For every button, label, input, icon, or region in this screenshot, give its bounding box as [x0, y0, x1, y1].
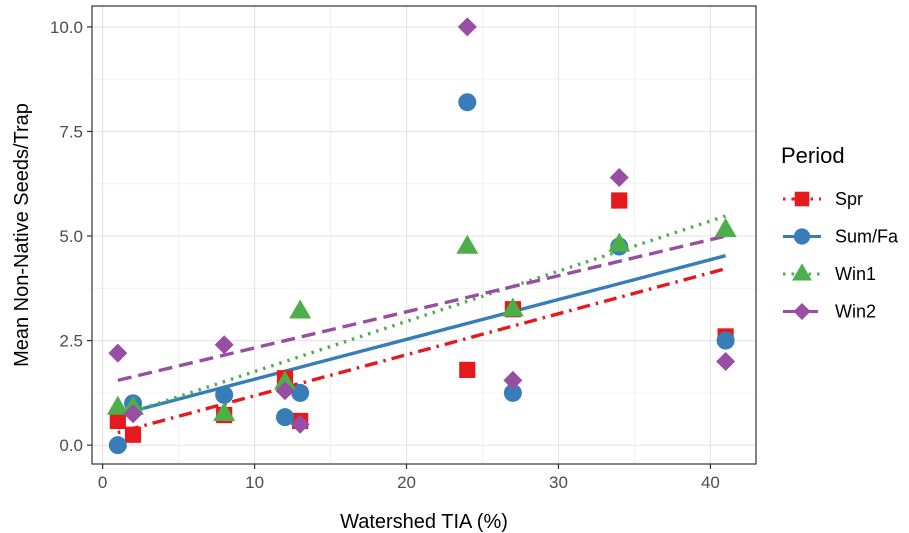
legend-marker-win1 — [792, 263, 812, 281]
point-spr — [124, 426, 142, 443]
point-win2 — [275, 381, 295, 401]
point-spr — [459, 361, 476, 378]
panel-border — [91, 5, 757, 465]
legend-label-win2: Win2 — [835, 302, 876, 322]
point-spr — [109, 412, 126, 430]
point-win2 — [457, 17, 477, 37]
legend-title: Period — [781, 143, 845, 168]
point-sum-fa — [275, 408, 294, 427]
point-sum-fa — [458, 93, 477, 112]
legend-marker-win2 — [793, 302, 811, 321]
point-win2 — [290, 414, 310, 434]
point-win2 — [609, 167, 629, 187]
x-tick-label: 20 — [397, 473, 416, 492]
point-win2 — [123, 404, 143, 424]
y-tick-label: 10.0 — [50, 18, 83, 37]
point-sum-fa — [215, 385, 234, 404]
point-win2 — [503, 370, 523, 390]
point-sum-fa — [716, 331, 735, 350]
x-tick-label: 0 — [98, 473, 107, 492]
point-win1 — [289, 299, 312, 319]
y-tick-label: 0.0 — [59, 436, 83, 455]
x-tick-label: 30 — [549, 473, 568, 492]
point-sum-fa — [108, 436, 127, 455]
point-sum-fa — [291, 383, 310, 402]
legend-marker-spr — [794, 191, 810, 207]
point-sum-fa — [503, 383, 522, 402]
data-points — [106, 17, 737, 455]
legend-label-spr: Spr — [835, 189, 863, 209]
point-win1 — [501, 297, 524, 317]
point-win1 — [608, 232, 631, 252]
x-tick-label: 10 — [245, 473, 264, 492]
fit-line-spr — [117, 267, 727, 435]
x-axis-title: Watershed TIA (%) — [340, 511, 508, 533]
y-tick-label: 7.5 — [59, 122, 83, 141]
legend-marker-sum-fa — [793, 228, 811, 245]
legend-label-sum-fa: Sum/Fa — [835, 227, 899, 247]
point-win1 — [456, 234, 479, 254]
y-tick-label: 2.5 — [59, 332, 83, 351]
y-axis-title: Mean Non-Native Seeds/Trap — [11, 103, 33, 367]
x-tick-label: 40 — [701, 473, 720, 492]
axes: 0 10 20 30 40 0.0 2.5 5.0 7.5 10.0 — [50, 18, 720, 492]
point-win2 — [716, 352, 736, 372]
legend: Period Spr Sum/Fa Win1 Win2 — [781, 143, 899, 322]
point-win1 — [273, 370, 296, 390]
y-tick-label: 5.0 — [59, 227, 83, 246]
point-win2 — [214, 335, 234, 355]
point-win2 — [108, 343, 128, 363]
point-win1 — [213, 402, 236, 422]
grid — [92, 6, 756, 464]
point-win1 — [106, 395, 129, 415]
point-spr — [611, 192, 628, 209]
legend-label-win1: Win1 — [835, 264, 876, 284]
point-win1 — [714, 217, 737, 237]
